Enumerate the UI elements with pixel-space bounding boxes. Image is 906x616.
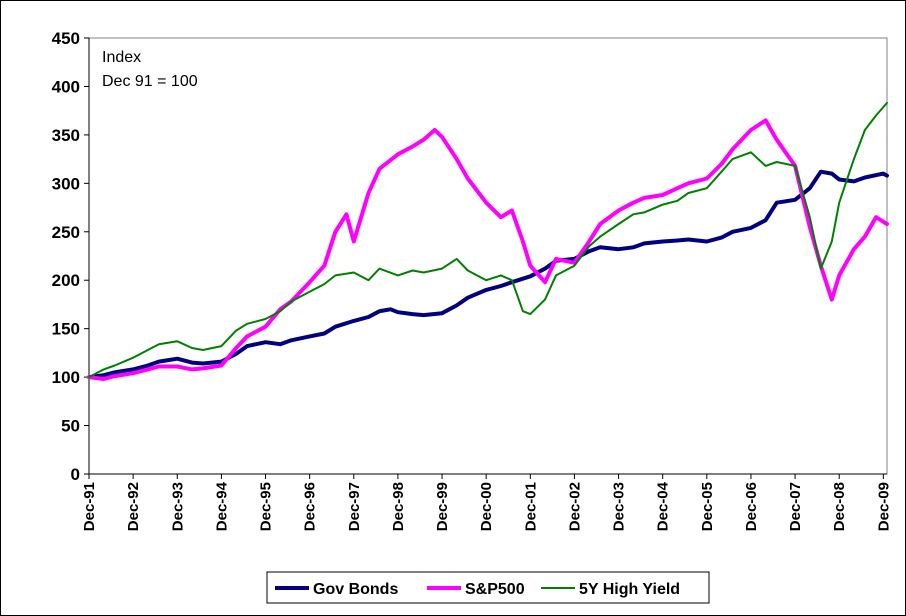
y-tick-label: 350 — [52, 126, 80, 145]
annotation-line-2: Dec 91 = 100 — [102, 73, 198, 90]
legend-label: 5Y High Yield — [579, 581, 680, 598]
y-tick-label: 200 — [52, 271, 80, 290]
legend-label: S&P500 — [465, 581, 525, 598]
x-tick-label: Dec-95 — [258, 482, 275, 531]
x-ticks: Dec-91 Dec-92 Dec-93 Dec-94 Dec-95 Dec-96 Dec-… — [81, 474, 892, 531]
x-tick-label: Dec-02 — [566, 482, 583, 531]
x-tick-label: Dec-04 — [655, 481, 672, 531]
x-tick-label: Dec-07 — [787, 482, 804, 531]
x-tick-label: Dec-03 — [611, 482, 628, 531]
x-tick-label: Dec-01 — [522, 482, 539, 531]
x-tick-label: Dec-98 — [390, 482, 407, 531]
x-tick-label: Dec-06 — [743, 482, 760, 531]
y-tick-label: 250 — [52, 223, 80, 242]
x-tick-label: Dec-09 — [875, 482, 892, 531]
x-tick-label: Dec-97 — [346, 482, 363, 531]
y-tick-label: 450 — [52, 29, 80, 48]
y-tick-label: 300 — [52, 174, 80, 193]
y-tick-label: 0 — [71, 465, 80, 484]
plot-area — [88, 37, 888, 475]
x-tick-label: Dec-92 — [125, 482, 142, 531]
series-lines — [87, 101, 889, 381]
series-line-3 — [88, 101, 888, 379]
legend-items: Gov Bonds S&P500 5Y High Yield — [275, 581, 680, 598]
legend-label: Gov Bonds — [313, 581, 398, 598]
x-tick-label: Dec-05 — [699, 482, 716, 531]
x-tick-label: Dec-99 — [434, 482, 451, 531]
y-tick-label: 400 — [52, 77, 80, 96]
legend: Gov Bonds S&P500 5Y High Yield — [266, 571, 710, 604]
x-tick-label: Dec-08 — [831, 482, 848, 531]
series-line-2 — [87, 118, 889, 381]
y-tick-label: 100 — [52, 368, 80, 387]
x-tick-label: Dec-00 — [478, 482, 495, 531]
y-ticks: 0 50 100 150 200 250 300 350 400 450 — [52, 29, 89, 484]
x-tick-label: Dec-93 — [169, 482, 186, 531]
y-tick-label: 50 — [61, 417, 80, 436]
y-tick-label: 150 — [52, 320, 80, 339]
x-tick-label: Dec-91 — [81, 482, 98, 531]
annotation-line-1: Index — [102, 49, 141, 66]
x-tick-label: Dec-94 — [213, 481, 230, 531]
legend-box — [266, 571, 710, 604]
x-tick-label: Dec-96 — [302, 482, 319, 531]
